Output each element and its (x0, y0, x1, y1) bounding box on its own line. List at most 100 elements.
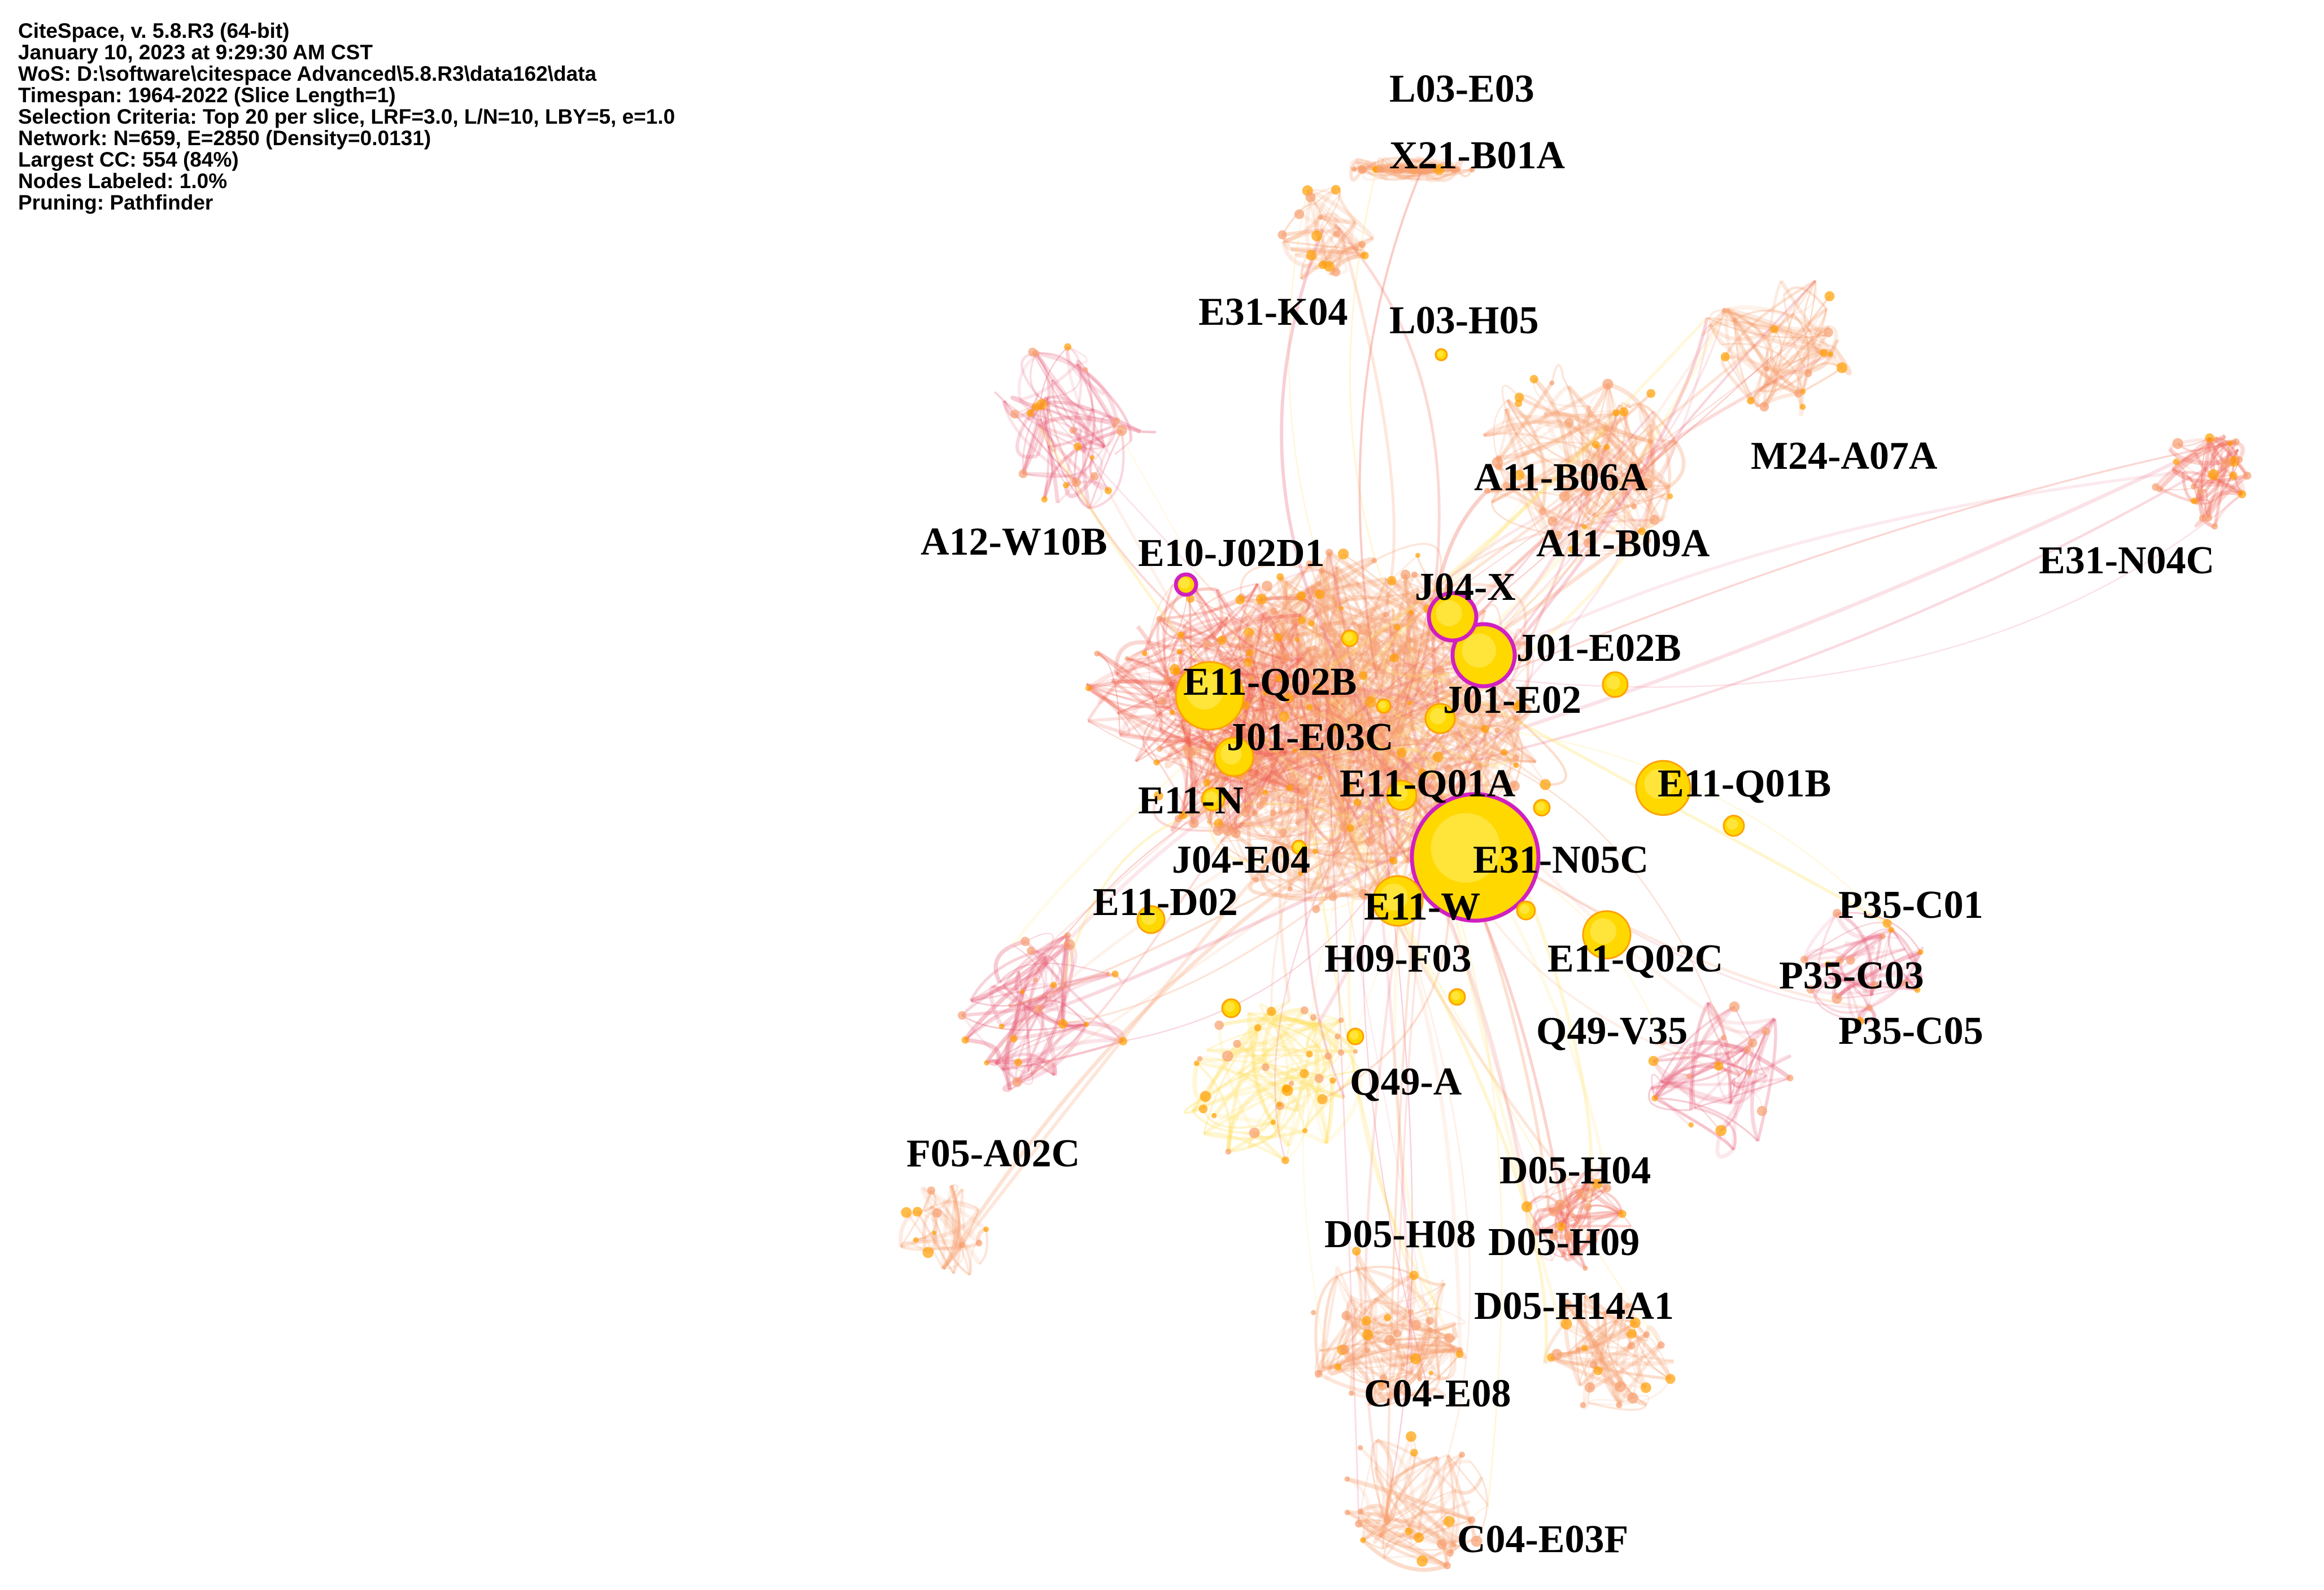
network-node (1379, 766, 1384, 772)
network-edge (1337, 1348, 1460, 1369)
network-node (1641, 478, 1653, 489)
network-edge (941, 799, 1421, 1270)
network-node (1364, 1347, 1371, 1353)
network-node (1603, 425, 1610, 432)
network-edge (1347, 750, 1440, 1309)
network-edge (1259, 1022, 1289, 1092)
network-edge (2213, 493, 2243, 527)
network-edge (1381, 1454, 1463, 1549)
network-edge (939, 1188, 963, 1209)
network-edge (1533, 379, 1590, 407)
network-edge (1583, 447, 1670, 491)
network-edge (1227, 1021, 1319, 1058)
node-label: E31-N04C (2039, 539, 2214, 582)
network-edge (2194, 469, 2225, 503)
network-node (1315, 1370, 1323, 1378)
network-edge (1319, 212, 1339, 226)
network-node (1444, 764, 1453, 773)
network-edge (1792, 280, 1816, 314)
network-edge (1316, 805, 1395, 1025)
network-edge (965, 996, 1048, 1041)
network-edge (1908, 951, 1921, 960)
network-node (932, 1208, 942, 1218)
network-edge (1587, 411, 1656, 544)
network-edge (1163, 740, 1259, 784)
network-node (1378, 1532, 1384, 1538)
network-edge (1550, 364, 1565, 384)
network-edge (1353, 607, 1377, 676)
network-edge (950, 1185, 966, 1246)
network-edge (1359, 720, 1437, 742)
network-edge (1550, 1356, 1671, 1380)
network-edge (1623, 411, 1651, 442)
network-edge (1021, 418, 1043, 474)
network-edge (1760, 352, 1825, 393)
network-edge (1533, 1208, 1555, 1236)
network-edge (1606, 384, 1670, 502)
network-edge (1344, 573, 1415, 803)
network-edge (943, 1184, 958, 1205)
network-node (1287, 886, 1293, 892)
node-label: L03-E03 (1389, 67, 1534, 111)
network-edge (1322, 195, 1341, 230)
network-node (1032, 977, 1038, 983)
network-edge (1212, 1009, 1306, 1117)
network-node (1305, 192, 1316, 203)
network-edge (1714, 1043, 1748, 1067)
network-node (1357, 1445, 1363, 1450)
network-node (1357, 1508, 1364, 1514)
network-edge (1290, 717, 1431, 778)
network-edge (1153, 795, 1218, 832)
network-edge (1660, 1065, 1741, 1083)
network-edge (1558, 478, 1595, 524)
network-edge (1691, 1005, 1736, 1108)
network-edge (1247, 1103, 1280, 1148)
network-edge (1395, 493, 2243, 688)
network-node (1444, 1333, 1454, 1343)
network-node (1301, 681, 1312, 692)
network-node (1286, 784, 1293, 791)
network-edge (1398, 776, 1435, 864)
network-edge (1546, 1178, 1564, 1210)
network-node (1832, 909, 1842, 918)
network-edge (1721, 342, 1804, 392)
network-edge (1239, 695, 1336, 777)
network-edge (1654, 1017, 1776, 1100)
network-edge (1796, 325, 1830, 394)
node-label: P35-C05 (1838, 1009, 1983, 1053)
network-edge (1240, 611, 1410, 744)
network-node (1262, 790, 1268, 796)
network-edge (1268, 683, 1335, 898)
network-node (1553, 530, 1563, 541)
network-node (1432, 751, 1444, 763)
network-edge (1278, 677, 1364, 727)
network-edge (1597, 1321, 1618, 1371)
network-edge (1407, 685, 1461, 727)
network-edge (1024, 940, 1064, 988)
network-edge (941, 726, 1388, 1270)
network-node (1747, 1038, 1758, 1048)
network-edge (1255, 704, 1480, 882)
network-edge (1268, 617, 1412, 686)
network-edge (1362, 716, 1517, 750)
network-edge (1283, 216, 1322, 244)
network-edge (1759, 295, 1830, 391)
network-edge (1337, 689, 1390, 775)
network-edge (1588, 1401, 1647, 1411)
network-edge (1607, 382, 1653, 478)
network-edge (1724, 280, 1816, 358)
network-edge (1653, 1036, 1725, 1100)
network-node (1241, 808, 1251, 817)
network-edge (1556, 478, 1617, 536)
network-edge (1346, 674, 1382, 900)
network-edge (1236, 1017, 1315, 1074)
network-edge (1363, 1489, 1455, 1541)
network-node (1071, 478, 1082, 487)
network-edge (1305, 791, 1342, 854)
network-node (1631, 503, 1637, 509)
network-edge (1580, 1302, 1633, 1347)
network-edge (1694, 1077, 1790, 1109)
network-edge (970, 955, 1047, 1003)
network-node (1835, 956, 1844, 965)
network-edge (1632, 439, 1676, 475)
